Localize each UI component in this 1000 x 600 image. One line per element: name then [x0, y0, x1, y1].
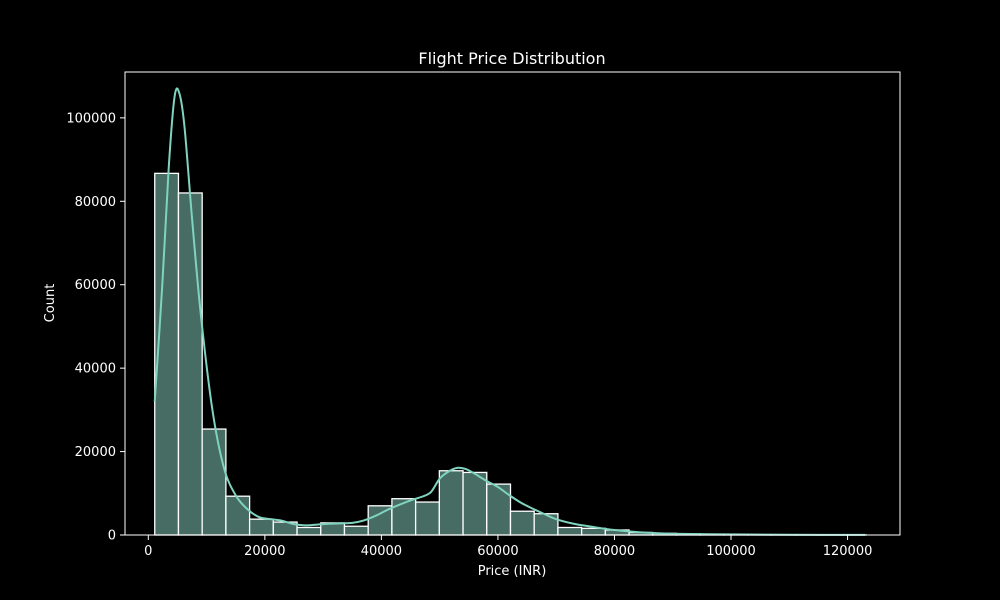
x-tick-label: 20000 — [244, 544, 285, 559]
histogram-bar — [557, 526, 583, 536]
histogram-bar — [486, 483, 512, 536]
histogram-bar — [391, 498, 417, 536]
histogram-bar — [438, 470, 464, 536]
histogram-bar — [462, 471, 488, 536]
x-axis-ticks: 0 20000 40000 60000 80000 100000 120000 — [144, 535, 872, 559]
histogram-bar — [414, 501, 440, 536]
histogram-bar — [248, 518, 274, 536]
x-tick-label: 100000 — [706, 544, 756, 559]
x-axis-label: Price (INR) — [478, 564, 547, 579]
y-tick-label: 40000 — [75, 362, 116, 377]
x-tick-label: 80000 — [594, 544, 635, 559]
y-axis-label: Count — [43, 284, 58, 323]
chart-title: Flight Price Distribution — [418, 49, 605, 68]
histogram-bar — [177, 192, 203, 536]
y-tick-label: 80000 — [75, 195, 116, 210]
x-tick-label: 120000 — [823, 544, 873, 559]
y-tick-label: 20000 — [75, 445, 116, 460]
kde-curve — [153, 87, 866, 536]
histogram-bars — [154, 172, 867, 536]
x-tick-label: 0 — [144, 544, 152, 559]
histogram-bar — [201, 428, 227, 536]
histogram-bar — [343, 525, 369, 536]
histogram-bar — [533, 513, 559, 536]
histogram-bar — [509, 510, 535, 536]
histogram-bar — [580, 527, 607, 536]
histogram-bar — [225, 495, 251, 536]
histogram-bar — [296, 526, 322, 536]
y-tick-label: 60000 — [75, 278, 116, 293]
x-tick-label: 40000 — [361, 544, 402, 559]
x-tick-label: 60000 — [477, 544, 518, 559]
y-axis-ticks: 0 20000 40000 60000 80000 100000 — [66, 111, 125, 544]
y-tick-label: 0 — [108, 529, 116, 544]
plot-area-frame — [124, 71, 901, 536]
y-tick-label: 100000 — [66, 111, 116, 126]
